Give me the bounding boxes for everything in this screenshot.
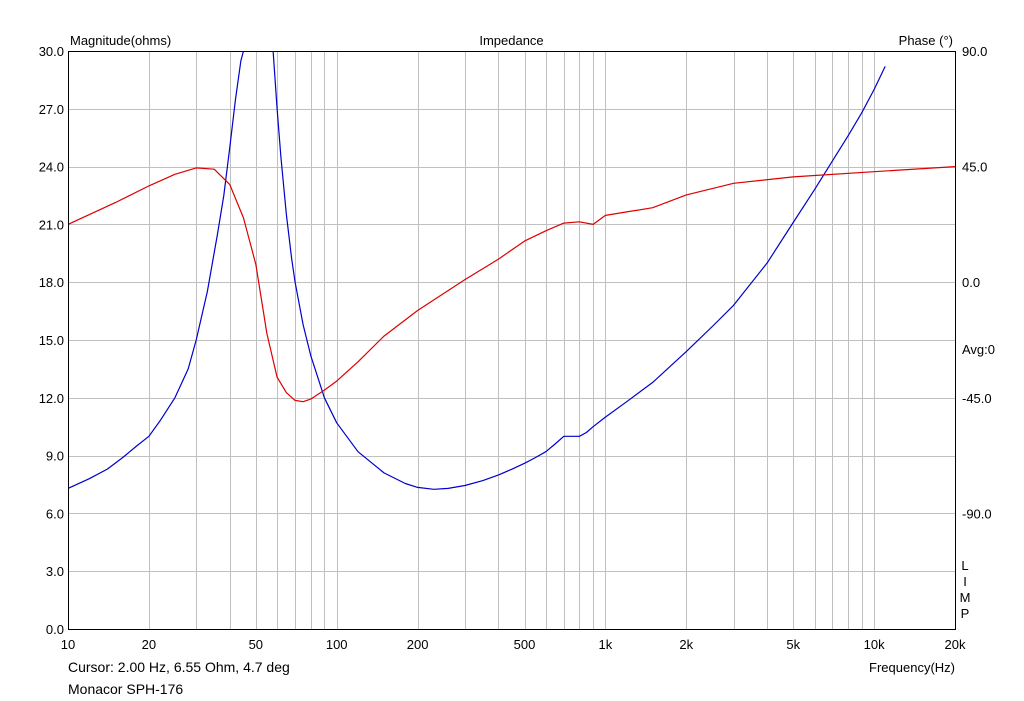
y-left-tick-label: 6.0 (46, 506, 64, 521)
y-right-tick-label: 90.0 (962, 44, 987, 59)
side-letter: P (961, 606, 970, 621)
axis-labels: 0.0 3.0 6.0 9.0 12.0 15.0 18.0 21.0 24.0 27.0 30.0… (39, 33, 995, 675)
y-left-tick-label: 27.0 (39, 102, 64, 117)
x-tick-label: 20k (945, 637, 966, 652)
side-letter: I (963, 574, 967, 589)
y-left-tick-label: 12.0 (39, 391, 64, 406)
series-layer (68, 51, 955, 490)
y-right-tick-label: 0.0 (962, 275, 980, 290)
x-tick-label: 50 (249, 637, 263, 652)
x-tick-label: 10 (61, 637, 75, 652)
x-tick-label: 1k (599, 637, 613, 652)
chart-title: Impedance (479, 33, 543, 48)
y-left-tick-label: 30.0 (39, 44, 64, 59)
y-left-axis-title: Magnitude(ohms) (70, 33, 171, 48)
y-left-tick-label: 0.0 (46, 622, 64, 637)
plot-frame (68, 51, 956, 630)
phase-series-line (68, 166, 955, 403)
x-tick-label: 200 (407, 637, 429, 652)
x-tick-label: 20 (142, 637, 156, 652)
y-left-tick-label: 3.0 (46, 564, 64, 579)
y-right-tick-label: -90.0 (962, 506, 992, 521)
x-tick-label: 500 (514, 637, 536, 652)
x-tick-label: 100 (326, 637, 348, 652)
y-left-tick-label: 21.0 (39, 217, 64, 232)
y-left-tick-label: 9.0 (46, 449, 64, 464)
y-left-tick-label: 15.0 (39, 333, 64, 348)
x-tick-label: 2k (679, 637, 693, 652)
magnitude-series-line (68, 51, 886, 490)
y-left-tick-label: 18.0 (39, 275, 64, 290)
x-axis-title: Frequency(Hz) (869, 660, 955, 675)
avg-label: Avg:0 (962, 342, 995, 357)
y-right-tick-label: 45.0 (962, 160, 987, 175)
side-letter: L (961, 558, 968, 573)
x-tick-label: 5k (786, 637, 800, 652)
cursor-readout: Cursor: 2.00 Hz, 6.55 Ohm, 4.7 deg (68, 659, 290, 675)
side-letter: M (960, 590, 971, 605)
device-name: Monacor SPH-176 (68, 681, 184, 697)
y-right-axis-title: Phase (°) (899, 33, 953, 48)
y-left-tick-label: 24.0 (39, 160, 64, 175)
x-tick-label: 10k (864, 637, 885, 652)
y-right-tick-label: -45.0 (962, 391, 992, 406)
grid (68, 51, 955, 629)
